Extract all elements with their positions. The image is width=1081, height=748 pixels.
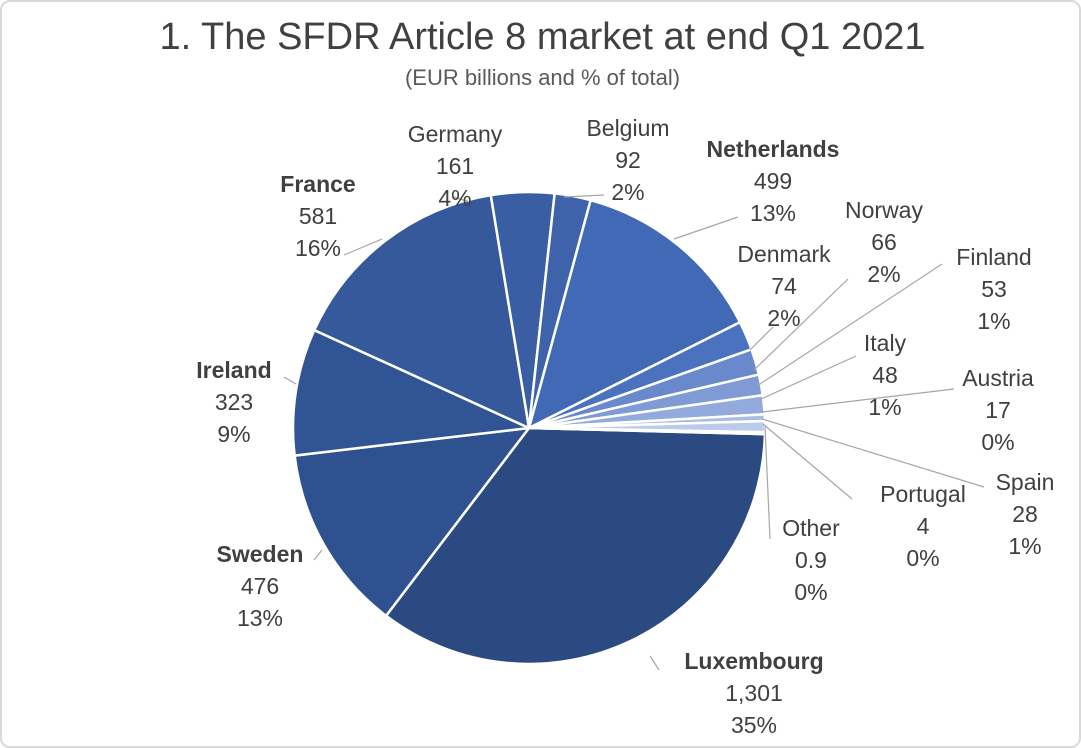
leader-line-austria: [761, 388, 955, 413]
leader-line-netherlands: [673, 216, 739, 240]
slice-label-netherlands-percent-label: 13%: [750, 200, 796, 226]
slice-label-finland-name: Finland: [956, 244, 1031, 270]
slice-label-germany-percent-label: 4%: [438, 185, 471, 211]
slice-label-ireland-percent-label: 9%: [217, 421, 250, 447]
slice-label-spain-percent-label: 1%: [1008, 533, 1041, 559]
slice-label-austria-value-label: 17: [985, 397, 1011, 423]
leader-line-other: [764, 425, 771, 540]
slice-label-germany-value-label: 161: [436, 153, 474, 179]
pie-slice-netherlands: [527, 198, 742, 430]
slice-label-luxembourg-percent-label: 35%: [731, 712, 777, 738]
slice-label-ireland-value-label: 323: [215, 389, 253, 415]
slice-label-austria-percent-label: 0%: [981, 429, 1014, 455]
leader-line-denmark: [749, 326, 774, 351]
slice-label-portugal-value-label: 4: [917, 513, 930, 539]
pie-slice-ireland: [291, 328, 531, 457]
leader-line-italy: [758, 355, 857, 401]
slice-label-norway-name: Norway: [845, 197, 923, 223]
slice-label-italy-name: Italy: [864, 330, 907, 356]
slice-label-netherlands-value-label: 499: [754, 168, 792, 194]
pie-slice-sweden: [293, 426, 531, 618]
slice-label-spain-name: Spain: [996, 469, 1055, 495]
slice-label-norway-percent-label: 2%: [867, 261, 900, 287]
slice-label-italy-value-label: 48: [872, 362, 898, 388]
slice-label-luxembourg-value-label: 1,301: [725, 680, 783, 706]
chart-title: 1. The SFDR Article 8 market at end Q1 2…: [159, 16, 926, 58]
slice-labels: Luxembourg 1,301 35% Sweden 476 13% Ireland 323…: [196, 115, 1054, 738]
slice-label-sweden-percent-label: 13%: [237, 605, 283, 631]
slice-label-portugal-name: Portugal: [880, 481, 966, 507]
leader-line-belgium: [563, 194, 605, 198]
pie-slice-luxembourg: [384, 426, 767, 666]
slice-label-other-name: Other: [782, 515, 840, 541]
slice-label-france-name: France: [280, 171, 355, 197]
leader-line-germany: [453, 196, 471, 203]
leader-line-finland: [756, 263, 943, 387]
slice-label-belgium-value-label: 92: [615, 147, 641, 173]
slice-label-portugal-percent-label: 0%: [906, 545, 939, 571]
slice-label-belgium-percent-label: 2%: [611, 179, 644, 205]
leader-line-portugal: [762, 423, 853, 500]
slice-label-france-percent-label: 16%: [295, 235, 341, 261]
slice-label-sweden-value-label: 476: [241, 573, 279, 599]
slice-label-spain-value-label: 28: [1012, 501, 1038, 527]
slice-label-norway-value-label: 66: [871, 229, 897, 255]
slice-label-other-value-label: 0.9: [795, 547, 827, 573]
slice-label-germany-name: Germany: [408, 121, 503, 147]
leader-line-norway: [753, 278, 849, 371]
chart-subtitle: (EUR billions and % of total): [404, 65, 681, 90]
leader-lines: [283, 194, 985, 671]
pie-slices: [291, 190, 767, 666]
slice-label-denmark-value-label: 74: [771, 273, 797, 299]
slice-label-finland-value-label: 53: [981, 276, 1007, 302]
leader-line-luxembourg: [649, 655, 660, 671]
slice-label-ireland-name: Ireland: [196, 357, 271, 383]
slice-label-other-percent-label: 0%: [794, 579, 827, 605]
pie-slice-france: [313, 193, 531, 430]
slice-label-finland-percent-label: 1%: [977, 308, 1010, 334]
slice-label-netherlands-name: Netherlands: [707, 136, 840, 162]
slice-label-france-value-label: 581: [299, 203, 337, 229]
slice-label-italy-percent-label: 1%: [868, 394, 901, 420]
slice-label-sweden-name: Sweden: [217, 541, 304, 567]
leader-line-france: [343, 238, 383, 256]
leader-line-spain: [761, 418, 985, 488]
slice-label-luxembourg-name: Luxembourg: [684, 648, 823, 674]
slice-label-denmark-percent-label: 2%: [767, 305, 800, 331]
slice-label-austria-name: Austria: [962, 365, 1034, 391]
slice-label-denmark-name: Denmark: [737, 241, 831, 267]
leader-line-ireland: [283, 376, 297, 385]
leader-line-sweden: [313, 549, 323, 561]
slice-label-belgium-name: Belgium: [586, 115, 669, 141]
